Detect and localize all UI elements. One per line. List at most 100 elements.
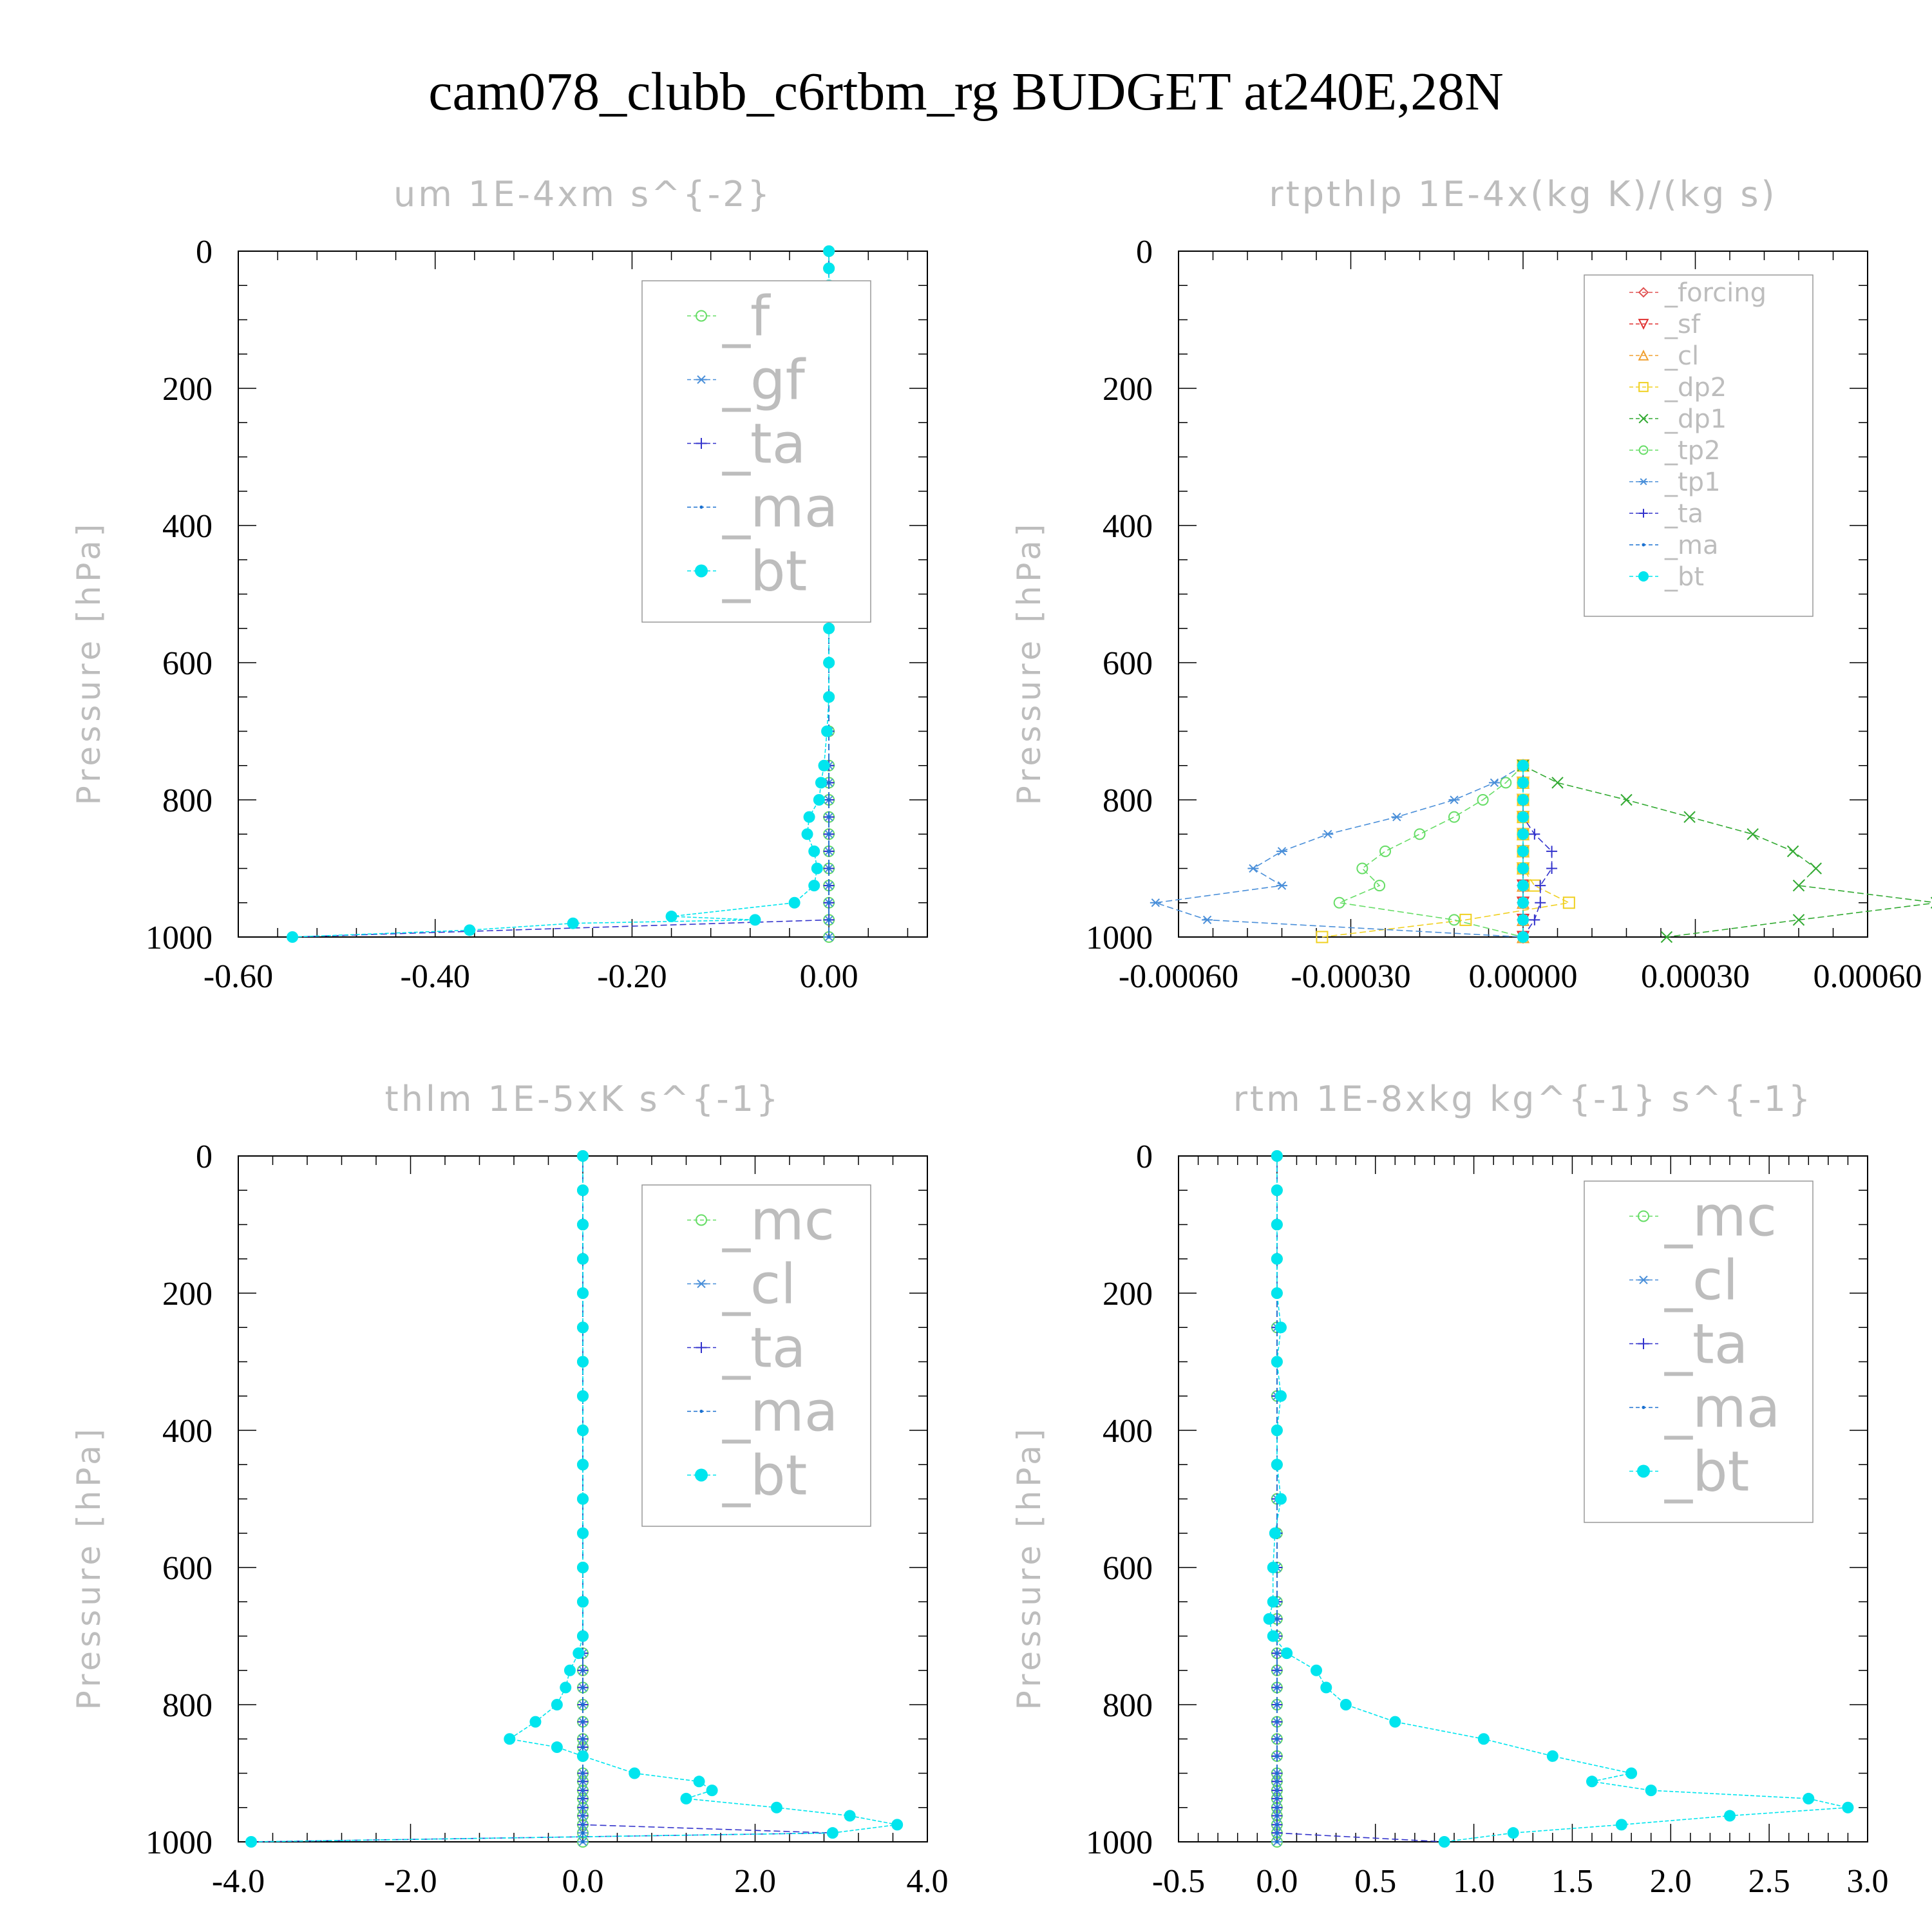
data-point: [560, 1681, 572, 1694]
legend-item-gf: _gf: [687, 348, 806, 413]
data-point: [504, 1733, 516, 1745]
y-tick-label: 1000: [1086, 1824, 1153, 1861]
legend-label: _gf: [722, 348, 806, 413]
series-ta: [1271, 1150, 1450, 1848]
y-tick-label: 400: [1103, 508, 1153, 545]
x-tick-label: -0.00030: [1291, 958, 1410, 995]
data-point: [1786, 845, 1799, 858]
series-line: [1522, 765, 1553, 938]
data-point: [1500, 777, 1512, 789]
data-point: [1267, 1630, 1279, 1642]
legend-label: _cl: [722, 1253, 796, 1317]
legend-label: _sf: [1664, 310, 1701, 339]
legend-label: _ma: [722, 476, 838, 540]
legend-marker: [695, 564, 708, 578]
data-point: [827, 867, 831, 870]
legend-marker: [696, 1279, 707, 1289]
x-tick-label: 0.00060: [1814, 958, 1922, 995]
data-point: [464, 924, 476, 936]
data-point: [564, 1664, 576, 1676]
data-point: [1535, 880, 1546, 891]
data-point: [1645, 1785, 1657, 1797]
data-point: [1276, 847, 1287, 856]
data-point: [813, 794, 825, 806]
data-point: [1448, 811, 1460, 823]
data-point: [1517, 828, 1529, 840]
legend-item-cl: _cl: [1629, 341, 1699, 371]
data-point: [1267, 1562, 1279, 1573]
legend-marker: [1638, 287, 1649, 298]
data-point: [581, 1788, 585, 1792]
data-point: [581, 1806, 585, 1810]
y-tick-label: 600: [162, 645, 213, 682]
data-point: [693, 1776, 705, 1788]
data-point: [581, 1772, 585, 1775]
data-point: [1271, 1356, 1283, 1368]
data-point: [1274, 1321, 1287, 1334]
data-point: [1356, 862, 1368, 875]
data-point: [1271, 1218, 1283, 1231]
legend-item-mc: _mc: [687, 1189, 835, 1253]
data-point: [706, 1785, 718, 1797]
y-tick-label: 600: [1103, 645, 1153, 682]
legend-label: _tp1: [1664, 468, 1721, 497]
legend-item-ta: _ta: [687, 1316, 806, 1381]
data-point: [581, 1669, 585, 1672]
legend-item-mc: _mc: [1629, 1185, 1777, 1249]
data-point: [826, 1827, 838, 1839]
legend-marker: [1638, 1210, 1649, 1222]
data-point: [577, 1493, 589, 1505]
data-point: [577, 1218, 589, 1231]
data-point: [529, 1716, 542, 1728]
data-point: [1660, 931, 1673, 943]
legend-marker: [1638, 1275, 1649, 1285]
legend-box: [641, 280, 871, 623]
panel-title: um 1E-4xm s^{-2}: [393, 174, 772, 214]
data-point: [827, 781, 831, 784]
x-tick-label: -2.0: [384, 1863, 437, 1900]
legend-item-cl: _cl: [1629, 1249, 1738, 1313]
y-tick-label: 200: [162, 371, 213, 408]
legend-item-cl: _cl: [687, 1253, 796, 1317]
y-tick-label: 800: [162, 1687, 213, 1724]
data-point: [1546, 1750, 1558, 1762]
legend-item-bt: _bt: [687, 540, 807, 604]
chart-panel-1: um 1E-4xm s^{-2} 0 200 400 600 800 1000-0.60 -0…: [70, 174, 928, 995]
legend-label: _tp2: [1664, 436, 1721, 466]
y-tick-label: 400: [162, 508, 213, 545]
legend-marker: [1638, 413, 1649, 424]
series-dp1: [1517, 759, 1932, 943]
x-tick-label: -0.20: [597, 958, 667, 995]
data-point: [1271, 1425, 1283, 1436]
data-point: [1803, 1792, 1815, 1804]
legend-label: _bt: [1664, 562, 1704, 592]
data-point: [1517, 777, 1529, 789]
data-point: [801, 828, 813, 840]
y-tick-label: 0: [1136, 1139, 1153, 1175]
data-point: [1562, 896, 1575, 909]
data-point: [1529, 914, 1540, 925]
y-tick-label: 600: [162, 1550, 213, 1587]
data-point: [1276, 881, 1287, 890]
x-tick-label: 0.00000: [1469, 958, 1578, 995]
data-point: [1551, 777, 1564, 789]
data-point: [577, 1425, 589, 1436]
data-point: [1625, 1767, 1638, 1779]
data-point: [823, 691, 835, 703]
legend-label: _dp2: [1664, 373, 1727, 402]
y-tick-label: 1000: [1086, 920, 1153, 956]
x-tick-label: 1.5: [1551, 1863, 1593, 1900]
data-point: [1517, 931, 1529, 943]
data-point: [577, 1459, 589, 1471]
data-point: [581, 1823, 585, 1826]
legend-item-tp1: _tp1: [1629, 468, 1721, 497]
data-point: [788, 896, 800, 909]
legend-item-ta: _ta: [1629, 1312, 1748, 1377]
legend-item-bt: _bt: [687, 1444, 807, 1508]
data-point: [567, 917, 579, 929]
data-point: [665, 911, 677, 923]
x-tick-label: 2.0: [734, 1863, 776, 1900]
legend-marker: [699, 505, 703, 509]
legend-label: _bt: [1664, 1440, 1749, 1504]
